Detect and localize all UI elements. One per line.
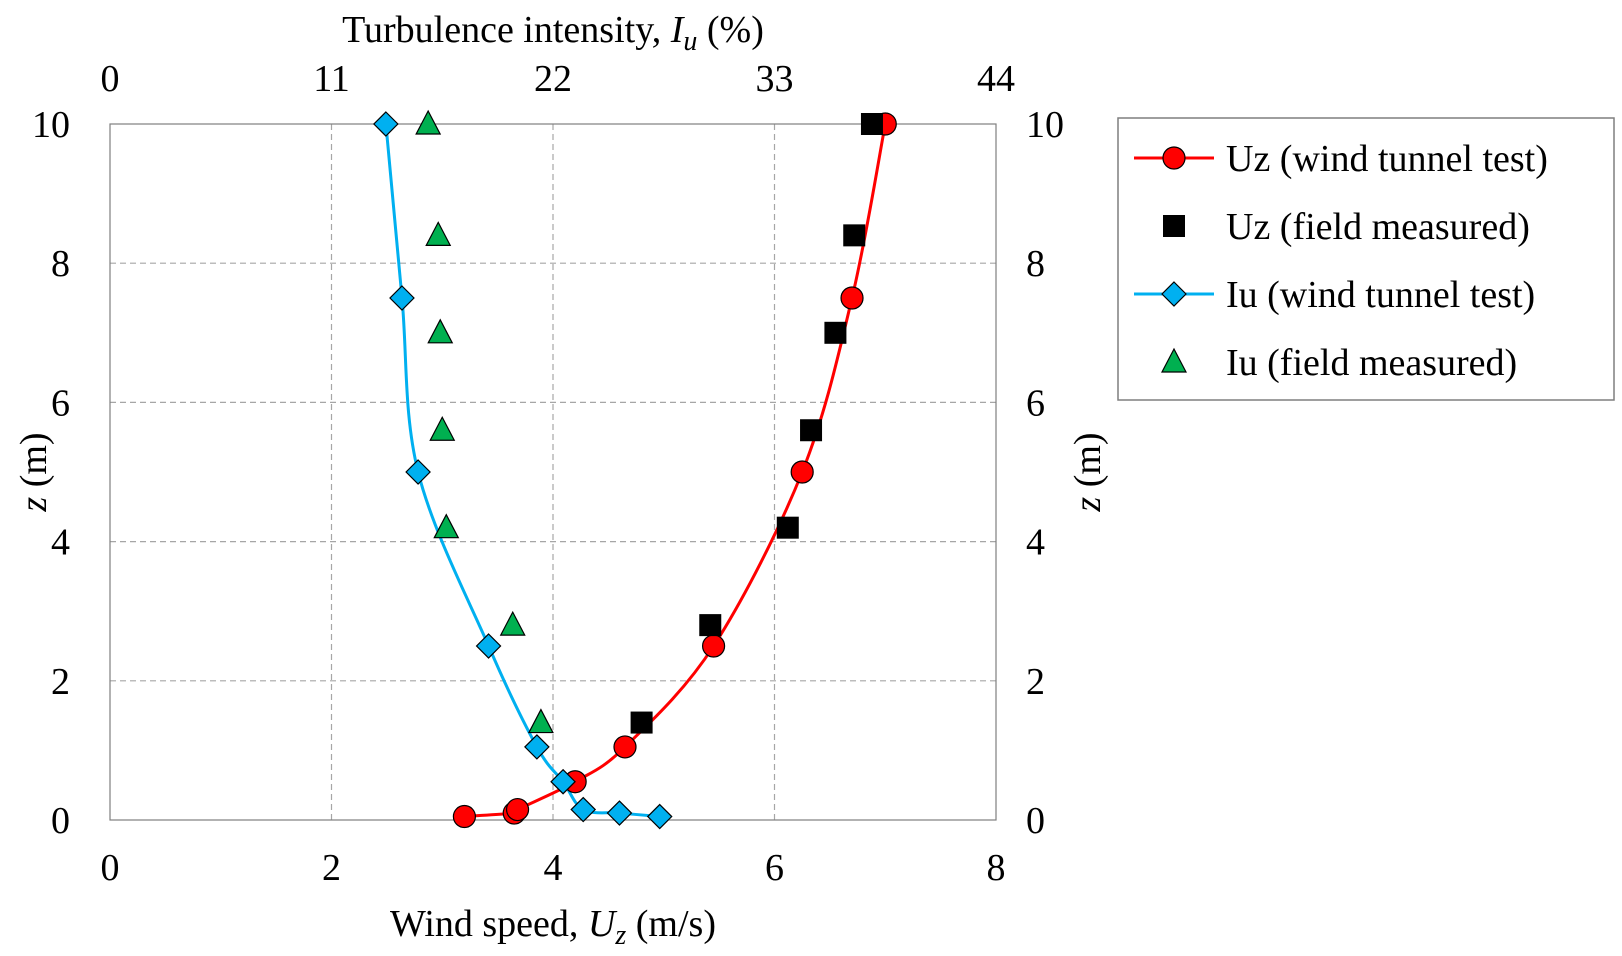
y-right-tick-label: 2 [1026,661,1045,703]
data-point-triangle [527,708,554,734]
legend-marker-square [1163,215,1185,237]
legend-marker-circle [1162,146,1186,170]
y-left-tick-label: 8 [51,243,70,285]
data-point-diamond [646,803,673,830]
data-point-triangle [433,513,460,539]
legend-label: Iu (field measured) [1226,342,1517,384]
x-top-axis-label: Turbulence intensity, Iu (%) [342,9,764,57]
x-top-tick-label: 0 [101,58,120,100]
legend-label: Uz (wind tunnel test) [1226,138,1548,180]
legend-label: Iu (wind tunnel test) [1226,274,1535,316]
data-point-triangle [499,610,526,636]
data-point-square [630,711,653,734]
legend-box [1117,117,1615,401]
x-bottom-axis-label: Wind speed, Uz (m/s) [390,903,716,951]
x-top-tick-label: 22 [534,58,572,100]
data-point-circle [840,286,864,310]
data-point-triangle [415,109,442,135]
y-right-tick-label: 10 [1026,104,1064,146]
y-right-axis-label: z (m) [1067,432,1109,512]
series-line-0 [464,123,887,818]
y-right-tick-label: 4 [1026,522,1045,564]
data-point-diamond [570,796,597,823]
legend-label: Uz (field measured) [1226,206,1530,248]
y-left-tick-label: 6 [51,382,70,424]
data-point-square [843,224,866,247]
data-point-square [860,113,883,135]
legend-marker-triangle [1161,347,1187,373]
data-point-triangle [425,221,452,246]
data-point-square [776,516,799,539]
data-point-circle [613,735,637,759]
x-bottom-tick-label: 8 [987,847,1006,889]
data-point-diamond [389,285,415,311]
data-point-diamond [475,633,502,659]
data-point-circle [701,634,726,658]
legend: Uz (wind tunnel test) Uz (field measured)… [1117,117,1615,401]
data-point-triangle [429,415,456,441]
data-point-diamond [606,800,633,826]
x-bottom-tick-label: 0 [101,847,120,889]
data-point-diamond [405,459,431,485]
data-point-circle [452,804,476,829]
y-left-tick-label: 10 [32,104,70,146]
data-point-triangle [427,318,454,344]
data-point-square [824,321,847,344]
x-top-tick-label: 11 [313,58,350,100]
x-top-tick-label: 33 [756,58,794,100]
data-point-circle [505,797,530,822]
series-markers [373,109,897,830]
y-right-tick-label: 8 [1026,243,1045,285]
data-point-square [800,419,823,442]
data-point-circle [790,460,814,484]
legend-marker-diamond [1161,281,1187,307]
y-right-tick-label: 0 [1026,800,1045,842]
y-left-tick-label: 2 [51,661,70,703]
plot-area-frame [109,123,997,821]
y-right-tick-label: 6 [1026,382,1045,424]
y-left-tick-label: 4 [51,522,70,564]
x-bottom-tick-label: 4 [544,847,563,889]
x-bottom-tick-label: 2 [322,847,341,889]
y-left-axis-label: z (m) [13,432,55,512]
grid [110,124,996,820]
data-point-diamond [373,111,399,137]
y-left-tick-label: 0 [51,800,70,842]
x-top-tick-label: 44 [977,58,1015,100]
data-point-square [699,614,722,637]
data-point-diamond [550,768,576,795]
data-point-diamond [524,734,550,760]
x-bottom-tick-label: 6 [765,847,784,889]
